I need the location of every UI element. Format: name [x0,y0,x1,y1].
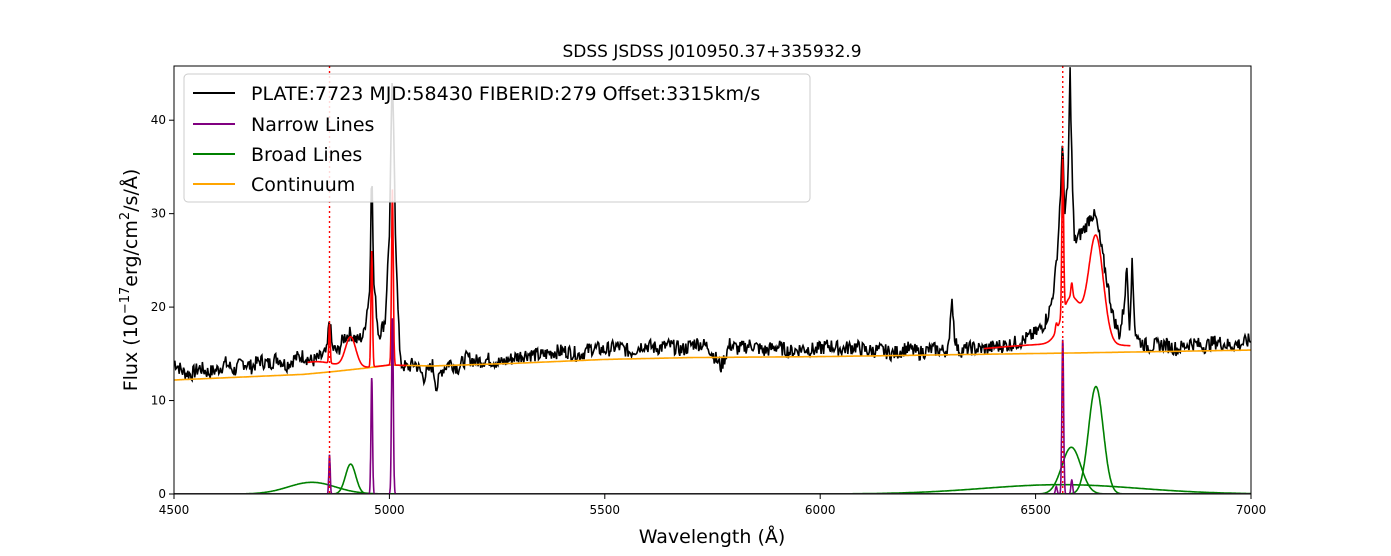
y-label-part-3: /s/Å) [119,169,142,212]
y-tick-label: 40 [151,113,166,127]
broad-line-component [174,385,1251,494]
y-label-part-2: erg/cm [120,220,142,287]
x-axis-label: Wavelength (Å) [639,525,786,548]
broad-line-component [174,463,1251,494]
y-tick-label: 20 [151,300,166,314]
y-label-exponent: −17 [118,287,133,314]
y-axis-label: Flux (10−17erg/cm2/s/Å) [118,169,142,392]
x-tick-label: 5500 [590,503,621,517]
ticks: 4500 5000 5500 6000 6500 7000 0 10 20 30 40 [151,113,1267,517]
x-tick-label: 6500 [1020,503,1051,517]
y-tick-label: 30 [151,207,166,221]
legend: PLATE:7723 MJD:58430 FIBERID:279 Offset:… [183,73,811,203]
broad-line-component [174,483,1251,494]
legend-label-continuum: Continuum [251,174,355,196]
narrow-lines-line [174,318,1251,494]
y-label-part-1: Flux (10 [120,314,142,391]
continuum-line [174,349,1251,381]
plot-frame [173,65,1252,495]
y-label-superscript: 2 [118,212,133,220]
x-tick-label: 4500 [159,503,190,517]
x-tick-label: 5000 [374,503,405,517]
broad-line-component [174,481,1251,494]
x-tick-label: 6000 [805,503,836,517]
y-tick-label: 0 [158,487,166,501]
legend-label-narrow: Narrow Lines [251,114,374,136]
broad-line-component [174,446,1251,494]
chart-title: SDSS JSDSS J010950.37+335932.9 [562,42,861,62]
legend-label-broad: Broad Lines [251,144,362,166]
x-tick-label: 7000 [1236,503,1267,517]
legend-frame [183,73,811,203]
legend-label-spectrum: PLATE:7723 MJD:58430 FIBERID:279 Offset:… [251,83,760,105]
model-fit-line [307,158,1131,368]
y-tick-label: 10 [151,394,166,408]
